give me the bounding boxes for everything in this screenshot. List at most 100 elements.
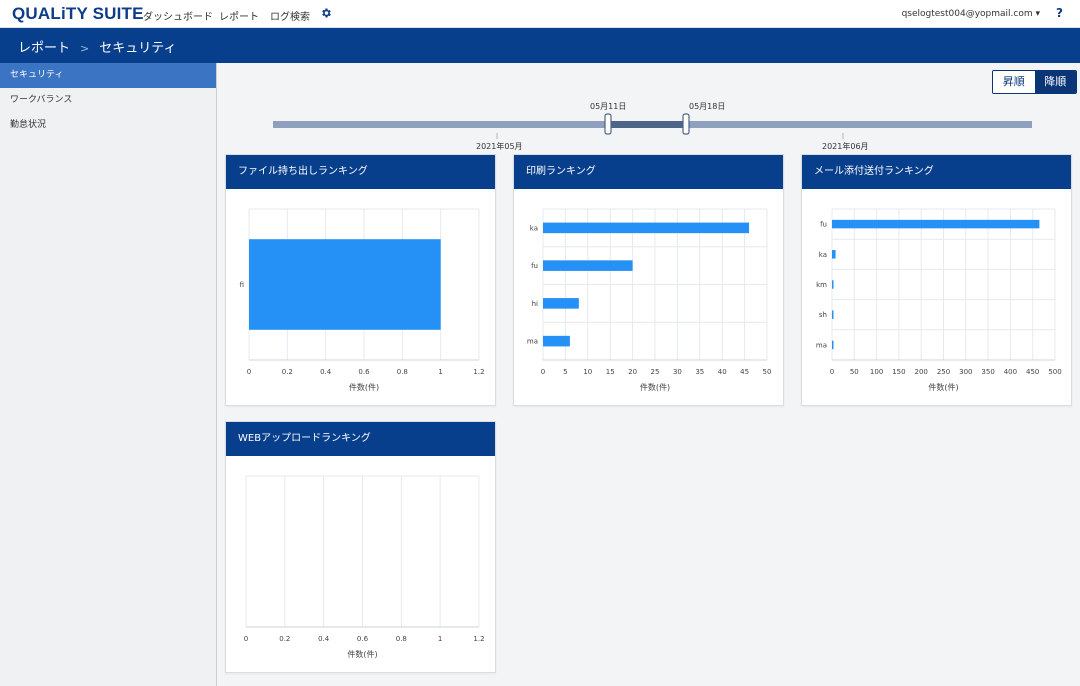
sidebar-item-work-balance[interactable]: ワークバランス [10,95,73,105]
chart-card-web-upload: WEBアップロードランキング 0 0.2 0.4 0.6 0.8 1 1.2 件数(件) [225,421,496,673]
x-tick-label: 30 [673,368,682,376]
y-tick-label: km [816,281,827,289]
x-axis-label: 件数(件) [347,649,377,659]
chart-title: ファイル持ち出しランキング [226,155,495,189]
chart-card-file-export: ファイル持ち出しランキング 0 0.2 0.4 0.6 0.8 1 1.2 fi 件数(件) [225,154,496,406]
slider-handle-start[interactable] [604,113,612,135]
bar [832,219,1040,229]
chart-title: メール添付送付ランキング [802,155,1071,189]
y-tick-label: sh [819,311,827,319]
chart-title: 印刷ランキング [514,155,783,189]
bar [832,250,836,259]
x-tick-label: 0.2 [282,368,293,376]
x-tick-label: 1 [438,635,442,643]
x-tick-label: 0.2 [279,635,290,643]
slider-selected-range[interactable] [608,121,686,128]
x-axis-label: 件数(件) [349,382,379,392]
sort-ascending-button[interactable]: 昇順 [993,71,1035,93]
app-logo[interactable]: QUALiTY SUITE [12,4,144,23]
nav-log-search[interactable]: ログ検索 [270,12,310,23]
x-tick-label: 0.6 [357,635,369,643]
sidebar-item-security[interactable]: セキュリティ [0,63,216,88]
bar [543,335,570,347]
chart-card-print: 印刷ランキング 0 5 10 15 20 25 30 35 40 45 50 ka fu hi ma 件数(件… [513,154,784,406]
print-ranking-chart: 0 5 10 15 20 25 30 35 40 45 50 ka fu hi ma 件数(件) [527,208,772,392]
top-navbar: QUALiTY SUITE ダッシュボード レポート ログ検索 qselogte… [0,0,1080,28]
x-tick-label: 25 [651,368,660,376]
x-tick-label: 0 [541,368,545,376]
date-range-slider: 05月11日 05月18日 2021年05月 2021年06月 [273,102,1032,151]
x-tick-label: 0.6 [358,368,370,376]
x-tick-label: 15 [606,368,615,376]
bar [832,340,834,350]
bar [543,260,633,271]
y-tick-label: ma [527,338,538,346]
x-tick-label: 1.2 [473,635,484,643]
y-tick-label: fi [240,281,244,289]
x-tick-label: 45 [740,368,749,376]
file-export-ranking-chart: 0 0.2 0.4 0.6 0.8 1 1.2 fi 件数(件) [240,208,485,392]
gear-icon[interactable] [320,7,332,19]
y-tick-label: ka [819,251,827,259]
chart-title: WEBアップロードランキング [226,422,495,456]
x-tick-label: 1.2 [473,368,484,376]
user-menu[interactable]: qselogtest004@yopmail.com ▾ [901,9,1040,19]
x-tick-label: 500 [1048,368,1061,376]
x-tick-label: 0.4 [320,368,332,376]
x-tick-label: 0 [244,635,248,643]
sort-toggle: 昇順 降順 [992,70,1077,94]
x-tick-label: 40 [718,368,727,376]
bar [249,239,441,330]
y-tick-label: ma [816,341,827,349]
nav-dashboard[interactable]: ダッシュボード [143,12,213,23]
x-axis-label: 件数(件) [640,382,670,392]
bar [832,280,834,289]
chart-card-mail-attachment: メール添付送付ランキング 0 50 100 150 200 250 300 350 400 450… [801,154,1072,406]
nav-report[interactable]: レポート [219,12,259,23]
x-tick-label: 10 [583,368,592,376]
x-tick-label: 300 [959,368,972,376]
x-tick-label: 450 [1026,368,1039,376]
slider-handle-end[interactable] [682,113,690,135]
x-tick-label: 150 [892,368,905,376]
bar [832,310,834,319]
x-tick-label: 0 [247,368,251,376]
slider-end-label: 05月18日 [689,102,725,111]
x-tick-label: 35 [695,368,704,376]
x-axis-label: 件数(件) [928,382,958,392]
y-tick-label: ka [530,224,538,232]
x-tick-label: 5 [563,368,567,376]
breadcrumb-current: セキュリティ [99,41,177,56]
x-tick-label: 50 [763,368,772,376]
sidebar: セキュリティ ワークバランス 勤怠状況 [0,63,217,686]
x-tick-label: 0 [830,368,834,376]
y-tick-label: fu [820,221,827,229]
bar [543,298,579,309]
breadcrumb-separator: > [80,42,90,55]
x-tick-label: 400 [1004,368,1017,376]
x-tick-label: 350 [981,368,994,376]
x-tick-label: 100 [870,368,883,376]
breadcrumb-parent[interactable]: レポート [18,41,71,56]
x-tick-label: 50 [850,368,859,376]
y-tick-label: hi [532,300,538,308]
y-tick-label: fu [531,262,538,270]
slider-month-label-may: 2021年05月 [476,141,523,151]
slider-start-label: 05月11日 [590,102,626,111]
web-upload-ranking-chart: 0 0.2 0.4 0.6 0.8 1 1.2 件数(件) [244,475,485,659]
page-header-bar [0,28,1080,63]
sidebar-item-attendance[interactable]: 勤怠状況 [10,120,47,130]
breadcrumb: レポート > セキュリティ [18,37,176,56]
x-tick-label: 20 [628,368,637,376]
sort-descending-button[interactable]: 降順 [1034,71,1076,93]
x-tick-label: 0.4 [318,635,330,643]
x-tick-label: 0.8 [396,635,407,643]
x-tick-label: 200 [915,368,928,376]
help-icon[interactable]: ? [1056,6,1063,20]
x-tick-label: 250 [937,368,950,376]
slider-month-label-june: 2021年06月 [822,141,869,151]
mail-attachment-ranking-chart: 0 50 100 150 200 250 300 350 400 450 500 fu ka km sh ma… [816,208,1062,392]
x-tick-label: 0.8 [397,368,408,376]
bar [543,222,750,234]
x-tick-label: 1 [438,368,442,376]
